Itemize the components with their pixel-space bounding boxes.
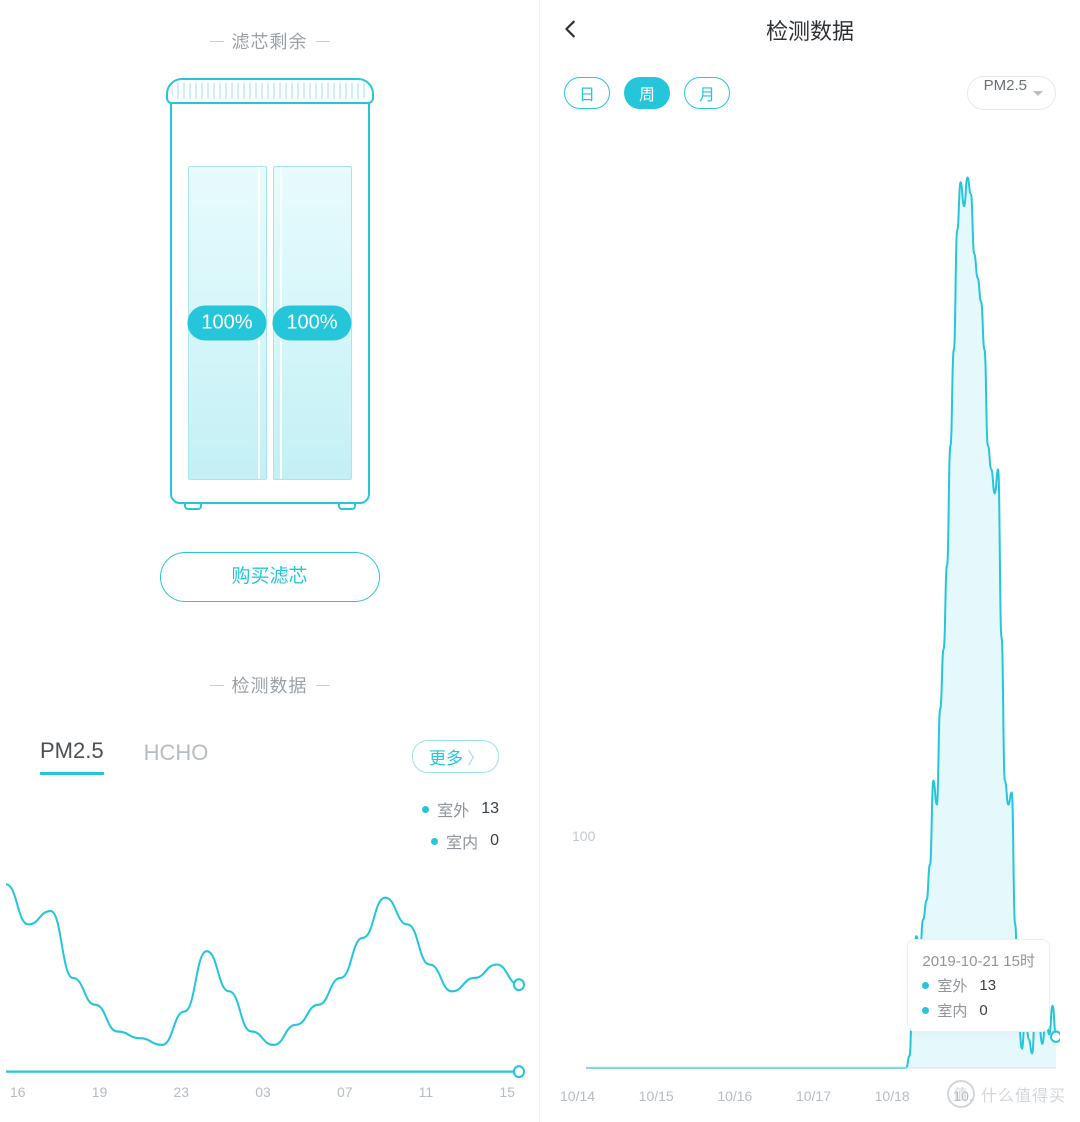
- filter-right: 100%: [273, 166, 352, 480]
- segment-week[interactable]: 周: [624, 77, 670, 109]
- watermark-badge-icon: 值: [947, 1080, 975, 1108]
- tooltip-timestamp: 2019-10-21 15时: [922, 950, 1035, 971]
- filter-section-title: 滤芯剩余: [0, 28, 539, 54]
- page-title: 检测数据: [766, 14, 854, 46]
- metric-dropdown-label: PM2.5: [984, 77, 1027, 94]
- legend-indoor-value: 0: [490, 832, 499, 850]
- chart-tooltip: 2019-10-21 15时 室外 13 室内 0: [907, 939, 1050, 1032]
- x-tick: 19: [92, 1084, 108, 1100]
- x-tick: 10/18: [875, 1088, 910, 1104]
- filter-right-percent: 100%: [272, 306, 351, 341]
- x-tick: 10/17: [796, 1088, 831, 1104]
- header: 检测数据: [540, 0, 1080, 60]
- more-label: 更多: [429, 744, 463, 769]
- period-segmented-control: 日 周 月: [564, 77, 730, 109]
- x-tick: 03: [255, 1084, 271, 1100]
- metric-tabs: PM2.5 HCHO 更多 〉: [0, 738, 539, 775]
- dot-icon: [922, 1007, 929, 1014]
- segment-month[interactable]: 月: [684, 77, 730, 109]
- device-foot-icon: [184, 502, 202, 510]
- filter-left: 100%: [188, 166, 267, 480]
- data-section-title: 检测数据: [0, 672, 539, 698]
- chevron-right-icon: 〉: [467, 744, 484, 769]
- dot-icon: [422, 806, 429, 813]
- tooltip-indoor-value: 0: [979, 1002, 987, 1019]
- filter-left-percent: 100%: [187, 306, 266, 341]
- metric-dropdown[interactable]: PM2.5: [967, 76, 1056, 110]
- legend-indoor-label: 室内: [446, 829, 478, 853]
- filter-status-pane: 滤芯剩余 100% 100% 购买滤芯 检测数据 PM2.5 HCHO 更多 〉: [0, 0, 540, 1122]
- watermark-text: 什么值得买: [981, 1082, 1066, 1106]
- x-tick: 07: [337, 1084, 353, 1100]
- x-tick: 11: [419, 1084, 434, 1100]
- legend-outdoor-label: 室外: [437, 797, 469, 821]
- x-tick: 10/16: [717, 1088, 752, 1104]
- buy-filter-button[interactable]: 购买滤芯: [160, 552, 380, 602]
- dot-icon: [431, 838, 438, 845]
- more-button[interactable]: 更多 〉: [412, 740, 499, 773]
- device-illustration: 100% 100%: [0, 94, 539, 504]
- tooltip-outdoor-value: 13: [979, 977, 996, 994]
- y-ref-label: 100: [572, 828, 595, 844]
- x-tick: 15: [499, 1084, 515, 1100]
- watermark: 值 什么值得买: [947, 1080, 1066, 1108]
- device-foot-icon: [338, 502, 356, 510]
- tab-hcho[interactable]: HCHO: [144, 740, 209, 774]
- x-tick: 10/15: [639, 1088, 674, 1104]
- back-button[interactable]: [560, 18, 582, 45]
- legend-outdoor-value: 13: [481, 800, 499, 818]
- detection-data-pane: 检测数据 日 周 月 PM2.5 100 10/14 10/15 10/16 10/1…: [540, 0, 1080, 1122]
- dot-icon: [922, 982, 929, 989]
- chevron-left-icon: [560, 18, 582, 40]
- x-tick: 23: [173, 1084, 189, 1100]
- week-chart: 100: [560, 150, 1060, 1074]
- tab-pm25[interactable]: PM2.5: [40, 738, 104, 775]
- tooltip-outdoor-label: 室外: [937, 975, 967, 996]
- x-tick: 10/14: [560, 1088, 595, 1104]
- legend: 室外 13 室内 0: [0, 775, 539, 853]
- segment-day[interactable]: 日: [564, 77, 610, 109]
- device-grill-icon: [166, 78, 374, 104]
- x-tick: 16: [10, 1084, 26, 1100]
- mini-chart: 16 19 23 03 07 11 15: [0, 860, 525, 1100]
- tooltip-indoor-label: 室内: [937, 1000, 967, 1021]
